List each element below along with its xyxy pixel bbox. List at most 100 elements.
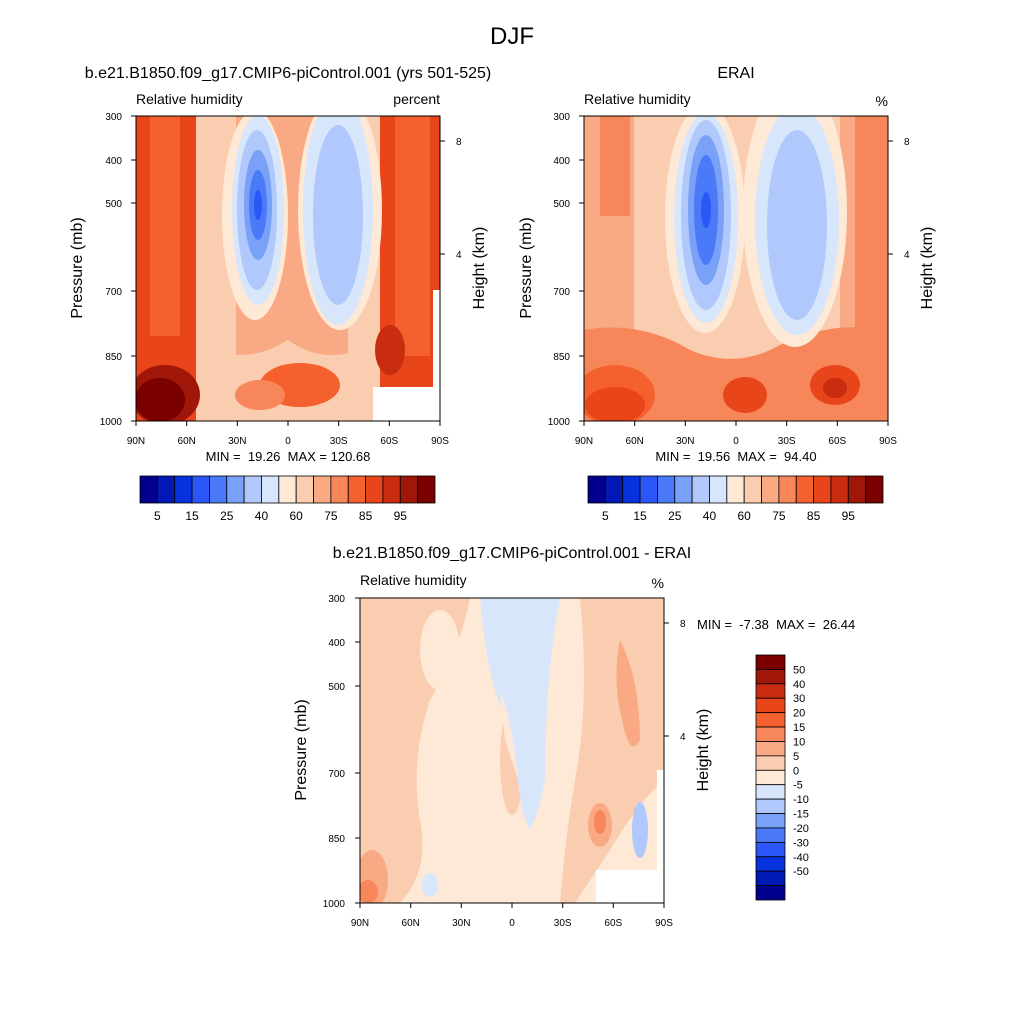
- y-axis-label: Pressure (mb): [518, 217, 535, 318]
- colorbar-swatch: [330, 475, 349, 504]
- y-right-tick-label: 4: [680, 732, 686, 743]
- colorbar-swatch: [755, 784, 786, 800]
- y-right-tick-label: 8: [456, 137, 462, 148]
- colorbar-swatch: [382, 475, 401, 504]
- y-tick-label: 300: [328, 594, 345, 605]
- colorbar-label: 15: [793, 722, 805, 734]
- y-right-tick-label: 4: [456, 250, 462, 261]
- colorbar-swatch: [691, 475, 710, 504]
- colorbar-label: 75: [772, 509, 786, 523]
- x-tick-label: 90S: [655, 918, 673, 929]
- colorbar-swatch: [347, 475, 366, 504]
- colorbar-label: 25: [220, 509, 234, 523]
- x-tick-label: 60S: [828, 436, 846, 447]
- colorbar-label: 15: [185, 509, 199, 523]
- panel-title: ERAI: [717, 65, 754, 82]
- colorbar-swatch: [243, 475, 262, 504]
- panel-title: b.e21.B1850.f09_g17.CMIP6-piControl.001 …: [85, 65, 491, 82]
- colorbar-swatch: [755, 827, 786, 843]
- colorbar-label: -30: [793, 837, 809, 849]
- colorbar-swatches: [587, 475, 884, 504]
- colorbar-swatch: [278, 475, 297, 504]
- colorbar-label: 85: [359, 509, 373, 523]
- colorbar-label: 50: [793, 664, 805, 676]
- colorbar-swatch: [174, 475, 193, 504]
- colorbar-swatch: [139, 475, 158, 504]
- stats-text: MIN = 19.26 MAX = 120.68: [206, 449, 371, 464]
- colorbar-swatch: [755, 741, 786, 757]
- colorbar-labels: 5 15 25 40 60 75 85 95: [602, 509, 855, 523]
- colorbar-label: 40: [255, 509, 269, 523]
- y-tick-label: 500: [328, 682, 345, 693]
- left-label: Relative humidity: [136, 91, 243, 107]
- y-tick-label: 850: [105, 352, 122, 363]
- x-axis: 90N 60N 30N 0 30S 60S 90S: [127, 421, 449, 447]
- x-tick-label: 60S: [604, 918, 622, 929]
- colorbar-label: 10: [793, 736, 805, 748]
- colorbar-swatch: [743, 475, 762, 504]
- colorbar-swatch: [755, 669, 786, 685]
- y-tick-label: 400: [105, 156, 122, 167]
- x-tick-label: 90S: [879, 436, 897, 447]
- colorbar-swatch: [399, 475, 419, 504]
- colorbar-swatch: [761, 475, 780, 504]
- y-tick-label: 700: [553, 287, 570, 298]
- x-tick-label: 60S: [380, 436, 398, 447]
- y-tick-label: 300: [553, 112, 570, 123]
- y-axis-left: 300 400 500 700 850 1000: [548, 112, 584, 428]
- x-tick-label: 30N: [228, 436, 246, 447]
- colorbar-label: -5: [793, 780, 803, 792]
- y-axis-right: 8 4: [440, 137, 462, 261]
- y-axis-right-label: Height (km): [695, 709, 712, 792]
- y-right-tick-label: 8: [904, 137, 910, 148]
- y-right-tick-label: 4: [904, 250, 910, 261]
- y-tick-label: 700: [105, 287, 122, 298]
- colorbar-swatch: [755, 697, 786, 714]
- colorbar-swatch: [755, 885, 786, 901]
- y-tick-label: 850: [328, 834, 345, 845]
- y-tick-label: 400: [553, 156, 570, 167]
- x-tick-label: 60N: [178, 436, 196, 447]
- colorbar-label: -20: [793, 823, 809, 835]
- panel-erai: ERAI Relative humidity %: [518, 65, 936, 523]
- colorbar-label: 0: [793, 765, 799, 777]
- colorbar-label: 85: [807, 509, 821, 523]
- colorbar-label: -50: [793, 866, 809, 878]
- colorbar-swatch: [313, 475, 332, 504]
- colorbar-swatch: [755, 841, 786, 858]
- colorbar-label: 25: [668, 509, 682, 523]
- colorbar-label: 20: [793, 708, 805, 720]
- colorbar-swatch: [709, 475, 728, 504]
- x-tick-label: 90N: [127, 436, 145, 447]
- colorbar-swatch: [865, 475, 884, 504]
- colorbar-swatch: [755, 856, 786, 872]
- panel-model: b.e21.B1850.f09_g17.CMIP6-piControl.001 …: [69, 65, 491, 523]
- colorbar-swatch: [226, 475, 245, 504]
- colorbar-label: 95: [842, 509, 856, 523]
- heatmap-field: [136, 116, 440, 421]
- colorbar-label: 15: [633, 509, 647, 523]
- colorbar-swatch: [755, 798, 786, 814]
- x-tick-label: 0: [285, 436, 291, 447]
- colorbar-labels: 5 15 25 40 60 75 85 95: [154, 509, 407, 523]
- y-tick-label: 500: [553, 199, 570, 210]
- colorbar-swatch: [622, 475, 641, 504]
- stats-text: MIN = -7.38 MAX = 26.44: [697, 617, 855, 632]
- colorbar-label: 5: [154, 509, 161, 523]
- y-right-tick-label: 8: [680, 619, 686, 630]
- x-axis: 90N 60N 30N 0 30S 60S 90S: [575, 421, 897, 447]
- colorbar-swatch: [813, 475, 832, 504]
- y-tick-label: 500: [105, 199, 122, 210]
- colorbar-label: 5: [602, 509, 609, 523]
- left-label: Relative humidity: [360, 572, 467, 588]
- x-tick-label: 30N: [452, 918, 470, 929]
- colorbar-label: 60: [289, 509, 303, 523]
- x-tick-label: 60N: [626, 436, 644, 447]
- x-tick-label: 30S: [330, 436, 348, 447]
- colorbar-swatch: [261, 475, 280, 504]
- colorbar-swatch: [755, 712, 786, 728]
- colorbar-swatch: [755, 654, 786, 670]
- colorbar-swatch: [755, 769, 786, 786]
- figure-title: DJF: [490, 23, 534, 50]
